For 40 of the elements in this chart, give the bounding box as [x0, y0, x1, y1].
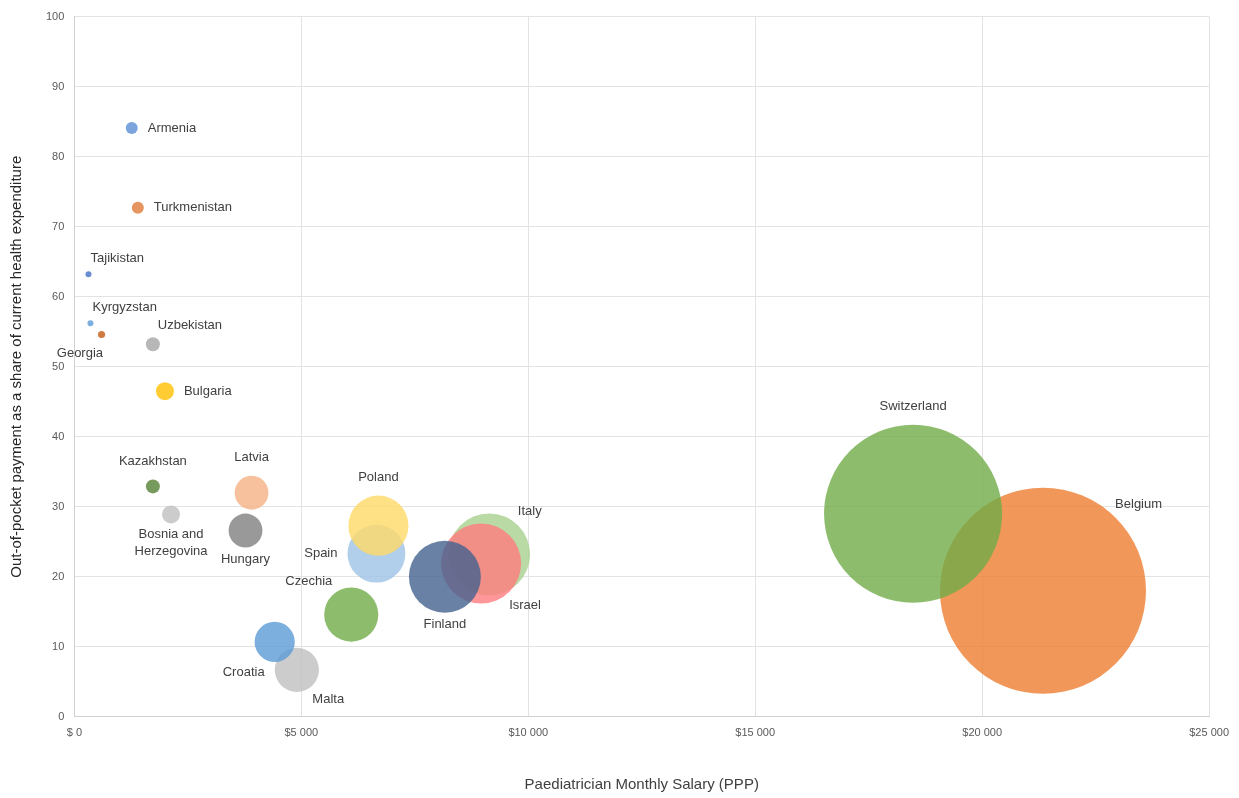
series-label: Armenia [147, 119, 197, 135]
series-label: Kazakhstan [118, 452, 187, 468]
x-tick-label: $ 0 [66, 726, 82, 739]
series-label: Bosnia and Herzegovina [134, 526, 209, 559]
series-label: Belgium [1115, 496, 1163, 512]
series-label: Tajikistan [90, 249, 145, 265]
series-label: Finland [423, 615, 467, 631]
series-label: Georgia [56, 344, 104, 360]
y-tick-label: 70 [52, 219, 65, 232]
y-tick-label: 90 [52, 79, 65, 92]
series-label: Turkmenistan [153, 199, 233, 215]
y-tick-label: 0 [58, 709, 65, 722]
y-tick-label: 100 [45, 9, 65, 22]
series-label: Bulgaria [183, 382, 233, 398]
series-label: Latvia [234, 448, 270, 464]
series-label: Czechia [285, 573, 334, 589]
x-tick-label: $15 000 [735, 726, 776, 739]
series-label: Switzerland [879, 397, 947, 413]
y-tick-label: 80 [52, 149, 65, 162]
x-axis-title: Paediatrician Monthly Salary (PPP) [524, 775, 759, 793]
series-label: Hungary [220, 550, 271, 566]
x-tick-label: $20 000 [962, 726, 1003, 739]
series-label: Spain [304, 545, 338, 561]
y-tick-label: 20 [52, 569, 65, 582]
y-tick-label: 60 [52, 289, 65, 302]
y-tick-label: 40 [52, 429, 65, 442]
series-label: Poland [358, 468, 399, 484]
y-tick-label: 50 [52, 359, 65, 372]
y-axis-title: Out-of-pocket payment as a share of current health expenditure [7, 155, 25, 578]
x-tick-label: $10 000 [508, 726, 549, 739]
x-tick-label: $25 000 [1189, 726, 1229, 739]
series-label: Italy [517, 503, 543, 519]
x-tick-label: $5 000 [284, 726, 319, 739]
y-tick-label: 30 [52, 499, 65, 512]
y-tick-label: 10 [52, 639, 65, 652]
series-label: Croatia [222, 663, 266, 679]
series-label: Uzbekistan [157, 316, 223, 332]
series-label: Israel [509, 597, 542, 613]
series-label: Kyrgyzstan [92, 298, 157, 314]
series-label: Malta [312, 690, 345, 706]
